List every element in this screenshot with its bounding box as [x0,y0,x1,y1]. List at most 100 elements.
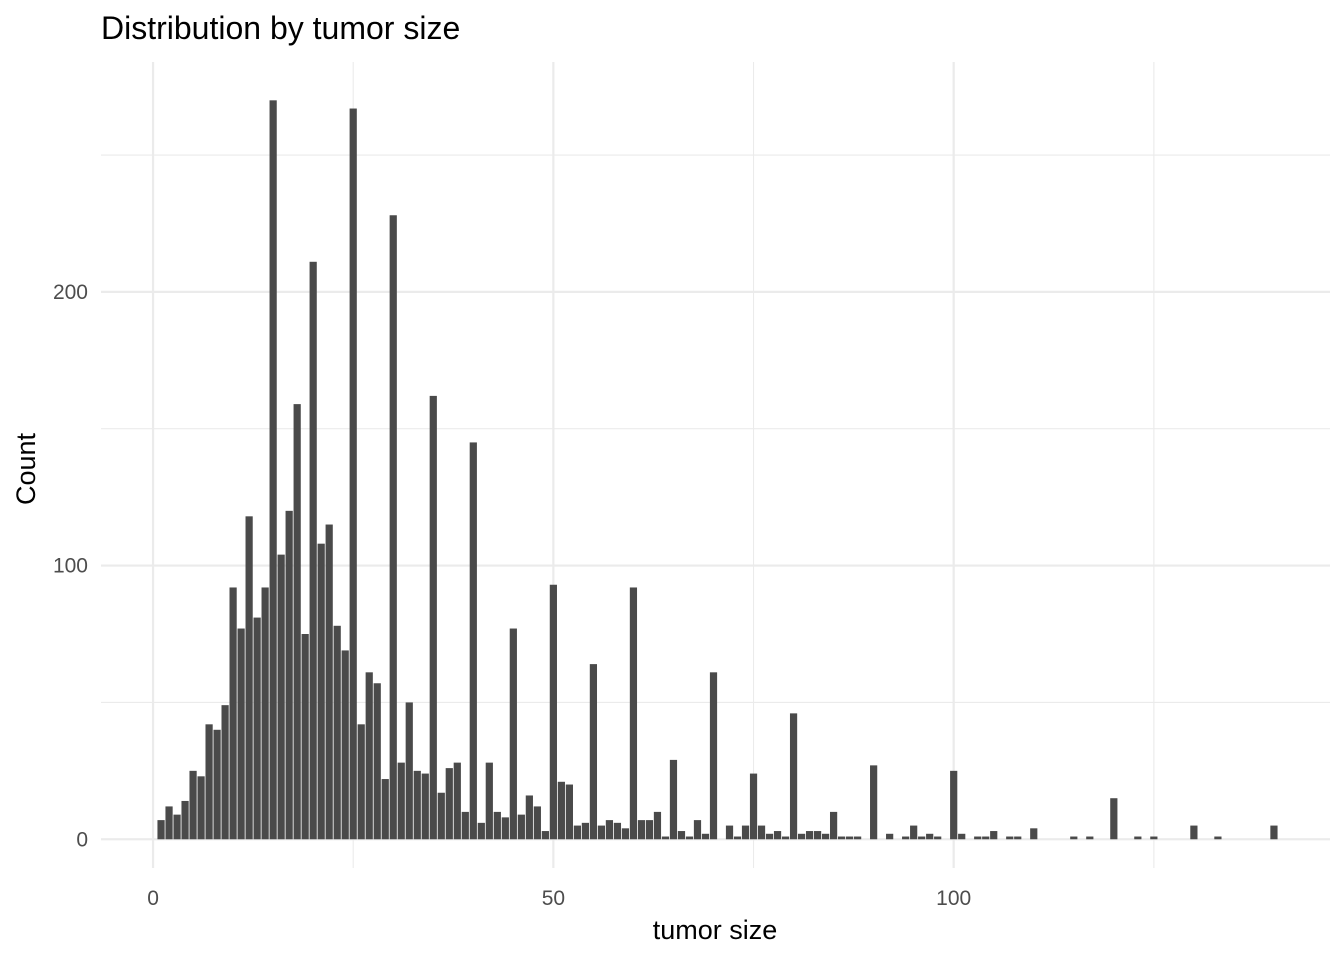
histogram-bar [958,833,966,840]
histogram-bar [709,672,718,840]
histogram-bar [821,833,830,840]
histogram-bar [781,836,790,840]
histogram-bar [870,765,878,840]
y-tick-label: 0 [76,828,88,851]
histogram-bar [325,524,333,840]
histogram-bar [645,820,654,840]
histogram-bar [629,587,638,840]
histogram-bar [829,811,838,840]
y-axis-tick-labels: 0 100 200 [53,281,88,851]
histogram-bar [301,634,309,840]
x-tick-label: 50 [542,887,565,910]
histogram-bar [437,792,445,840]
histogram-bar [557,781,565,840]
histogram-bar [757,825,766,840]
histogram-bar [934,836,942,840]
histogram-bar [1214,836,1222,840]
histogram-bar [1110,798,1118,840]
histogram-bar [309,261,317,840]
histogram-bar [597,825,606,840]
histogram-bar [277,554,285,840]
histogram-bar [637,820,646,840]
histogram-bar [197,776,205,840]
histogram-bar [269,100,277,840]
histogram-bar [229,587,237,840]
histogram-bar [357,724,365,840]
histogram-bar [1134,836,1142,840]
histogram-bar [333,625,341,840]
histogram-bar [485,762,493,840]
histogram-bar [797,833,806,840]
histogram-bar [205,724,213,840]
histogram-bar [765,833,774,840]
histogram-bar [213,729,221,840]
histogram-bar [910,825,918,840]
histogram-bar [918,836,926,840]
histogram-bar [365,672,373,840]
y-tick-label: 200 [53,281,88,304]
histogram-bar [1070,836,1078,840]
y-tick-label: 100 [53,555,88,578]
histogram-bar [1086,836,1094,840]
histogram-bar [189,770,197,840]
histogram-bar [773,831,782,840]
histogram-bar [221,705,229,840]
histogram-bar [581,822,589,840]
histogram-bar [413,770,421,840]
histogram-bar [846,836,854,840]
histogram-bar [517,814,525,840]
histogram-bar [461,811,469,840]
histogram-bar [838,836,846,840]
x-tick-label: 100 [936,887,971,910]
histogram-bar [469,442,477,840]
histogram-bar [549,584,557,840]
histogram-bar [950,770,958,840]
histogram-bar [173,814,181,840]
histogram-bar [1006,836,1014,840]
histogram-bar [381,779,389,840]
histogram-bar [493,811,501,840]
histogram-bar [926,833,934,840]
histogram-bar [813,831,822,840]
histogram-bar [445,768,453,840]
histogram-bar [974,836,982,840]
histogram-bar [693,820,702,840]
histogram-bar [397,762,405,840]
histogram-bar [1150,836,1158,840]
histogram-bar [181,800,189,840]
histogram-bar [621,828,630,840]
histogram-bar [1030,828,1038,840]
histogram-bar [341,650,349,840]
histogram-bar [565,784,573,840]
histogram-bar [886,833,894,840]
histogram-bar [749,773,758,840]
histogram-bar [990,831,998,840]
histogram-bar [253,617,261,840]
histogram-bar [1270,825,1278,840]
histogram-bar [509,628,517,840]
histogram-bar [349,108,357,840]
histogram-bar [701,833,710,840]
histogram-bar [677,831,686,840]
x-tick-label: 0 [147,887,159,910]
histogram-bar [165,806,173,840]
histogram-bar [533,806,541,840]
histogram-bar [453,762,461,840]
histogram-bar [789,713,798,840]
histogram-bar [733,836,742,840]
histogram-bar [261,587,269,840]
histogram-bar [525,795,533,840]
histogram-bar [741,825,750,840]
histogram-bar [982,836,990,840]
histogram-bar [805,831,814,840]
histogram-bar [1190,825,1198,840]
histogram-bar [477,822,485,840]
histogram-bar [245,516,253,840]
y-axis-title: Count [11,432,41,505]
histogram-bar [653,811,662,840]
histogram-bar [725,825,734,840]
histogram-bar [405,702,413,840]
histogram-bar [389,215,397,840]
histogram-bar [685,836,694,840]
